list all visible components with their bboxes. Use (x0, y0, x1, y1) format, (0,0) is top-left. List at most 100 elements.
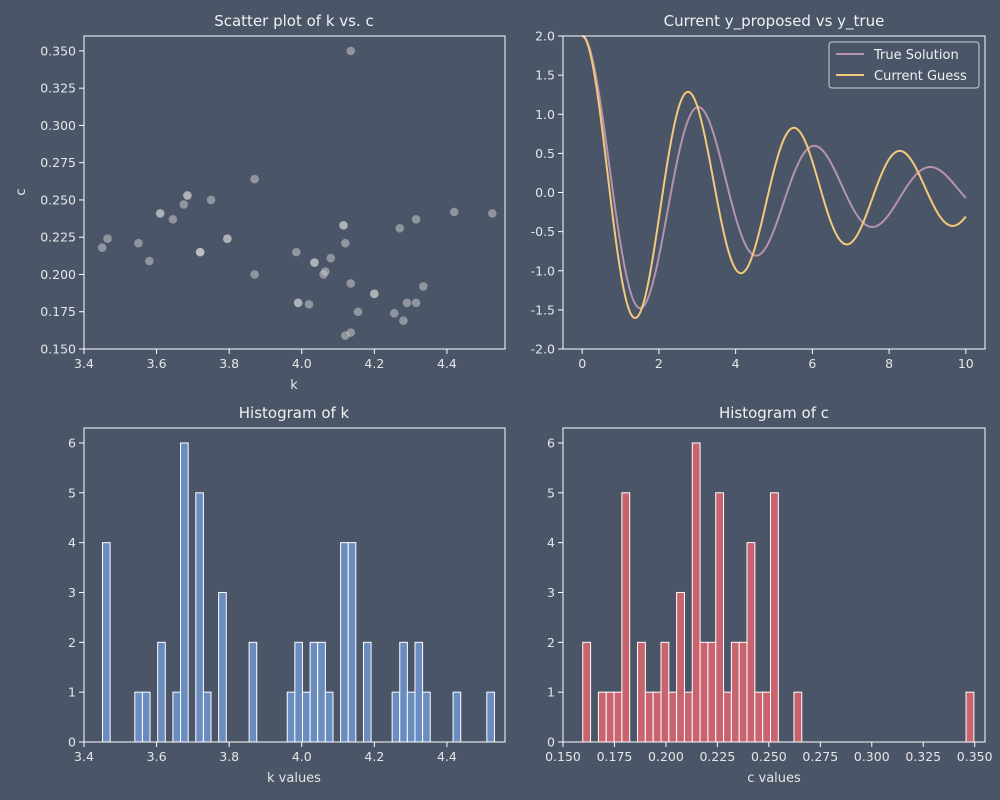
y-tick-label: 0.325 (40, 81, 76, 96)
scatter-point (304, 299, 314, 309)
y-tick-label: 0 (68, 735, 76, 750)
histogram-bar (157, 641, 166, 743)
y-tick-label: 3 (547, 585, 555, 600)
line-series (581, 35, 967, 320)
histogram-bar (324, 691, 334, 743)
scatter-point (339, 220, 348, 230)
histogram-bar (683, 691, 693, 743)
y-tick-label: 0.275 (40, 155, 76, 170)
scatter-point (310, 258, 319, 267)
histogram-bar (762, 691, 772, 743)
hist-k-axes-frame (83, 427, 506, 743)
y-tick-label: 4 (547, 535, 555, 550)
histogram-bar (141, 691, 151, 743)
histogram-bar (301, 691, 311, 743)
hist-k-ticks: 3.4 3.6 3.8 4.0 4.2 4.4 0 1 2 3 4 5 6 (68, 435, 457, 764)
y-tick-label: 1 (68, 685, 76, 700)
histogram-bar (707, 641, 717, 743)
scatter-point (326, 253, 336, 263)
histogram-bar (347, 542, 357, 743)
hist-c-title: Histogram of c (719, 404, 829, 422)
line-ticks: 0 2 4 6 8 10 -2.0 -1.5 -1.0 -0.5 0.0 0.5 1.0 1.5 2.0 (531, 29, 974, 372)
scatter-point (353, 307, 363, 317)
y-tick-label: 0.250 (40, 192, 76, 207)
histogram-bar (746, 542, 756, 743)
hist-k-xlabel: k values (267, 771, 321, 786)
scatter-point (195, 247, 205, 257)
histogram-bar (582, 641, 592, 743)
histogram-bar (202, 691, 212, 743)
x-tick-label: 10 (958, 356, 974, 371)
true-solution-line (581, 35, 967, 310)
y-tick-label: 0.150 (40, 342, 76, 357)
y-tick-label: 0.175 (40, 304, 76, 319)
hist-k-title: Histogram of k (239, 404, 350, 422)
scatter-ylabel: c (14, 188, 29, 195)
scatter-point (399, 316, 408, 325)
scatter-xlabel: k (290, 378, 298, 393)
y-tick-label: 0 (547, 735, 555, 750)
scatter-point (370, 289, 379, 299)
x-tick-label: 6 (808, 356, 816, 371)
scatter-ticks: 3.4 3.6 3.8 4.0 4.2 4.4 0.150 0.175 0.200 0.225 0.… (40, 43, 457, 371)
y-tick-label: 0.0 (535, 185, 555, 200)
histogram-bar (730, 641, 740, 743)
line-title: Current y_proposed vs y_true (664, 12, 885, 31)
scatter-point (411, 215, 421, 224)
histogram-bar (738, 641, 748, 743)
scatter-point (206, 195, 216, 205)
histogram-bar (414, 641, 424, 743)
x-tick-label: 4 (732, 356, 740, 371)
histogram-bar (723, 691, 732, 743)
histogram-bar (317, 641, 326, 743)
x-tick-label: 4.2 (364, 749, 384, 764)
histogram-bar (248, 641, 258, 743)
histogram-bar (605, 691, 615, 743)
line-axes-frame (562, 35, 986, 350)
scatter-point (346, 279, 356, 288)
scatter-point (103, 234, 112, 244)
histogram-bar (621, 492, 631, 743)
scatter-point (419, 282, 428, 291)
scatter-point (449, 207, 459, 217)
histogram-bar (676, 591, 685, 743)
histogram-bar (597, 691, 607, 743)
histogram-bar (668, 691, 678, 743)
hist-k-bars (102, 442, 495, 743)
legend-box (828, 41, 980, 89)
histogram-bar (399, 641, 408, 743)
x-tick-label: 3.6 (147, 356, 167, 371)
scatter-point (155, 209, 165, 218)
x-tick-label: 0.225 (699, 749, 735, 764)
histogram-bar (406, 691, 416, 743)
x-tick-label: 0.200 (648, 749, 684, 764)
y-tick-label: 2 (547, 635, 555, 650)
histogram-bar (309, 641, 319, 743)
x-tick-label: 8 (885, 356, 893, 371)
scatter-point (346, 46, 356, 56)
scatter-point (395, 223, 405, 233)
scatter-point (293, 298, 303, 308)
y-tick-label: 2.0 (535, 29, 555, 44)
scatter-point (402, 298, 412, 308)
x-tick-label: 2 (655, 356, 663, 371)
scatter-point (168, 215, 178, 224)
histogram-bar (102, 542, 111, 743)
histogram-bar (715, 492, 725, 743)
histogram-bar (362, 641, 372, 743)
histogram-bar (391, 691, 401, 743)
histogram-bar (637, 641, 646, 743)
histogram-bar (294, 641, 303, 743)
scatter-point (487, 209, 497, 218)
histogram-bar (652, 691, 662, 743)
histogram-bar (134, 691, 143, 743)
x-tick-label: 0 (578, 356, 586, 371)
line-panel: Current y_proposed vs y_true 0 2 4 6 8 10 -2.0… (531, 12, 986, 372)
x-tick-label: 0.350 (957, 749, 993, 764)
scatter-axes-frame (83, 35, 506, 350)
legend-label-current-guess: Current Guess (874, 69, 967, 84)
y-tick-label: 5 (547, 485, 555, 500)
scatter-point (390, 308, 399, 318)
histogram-bar (691, 442, 701, 743)
